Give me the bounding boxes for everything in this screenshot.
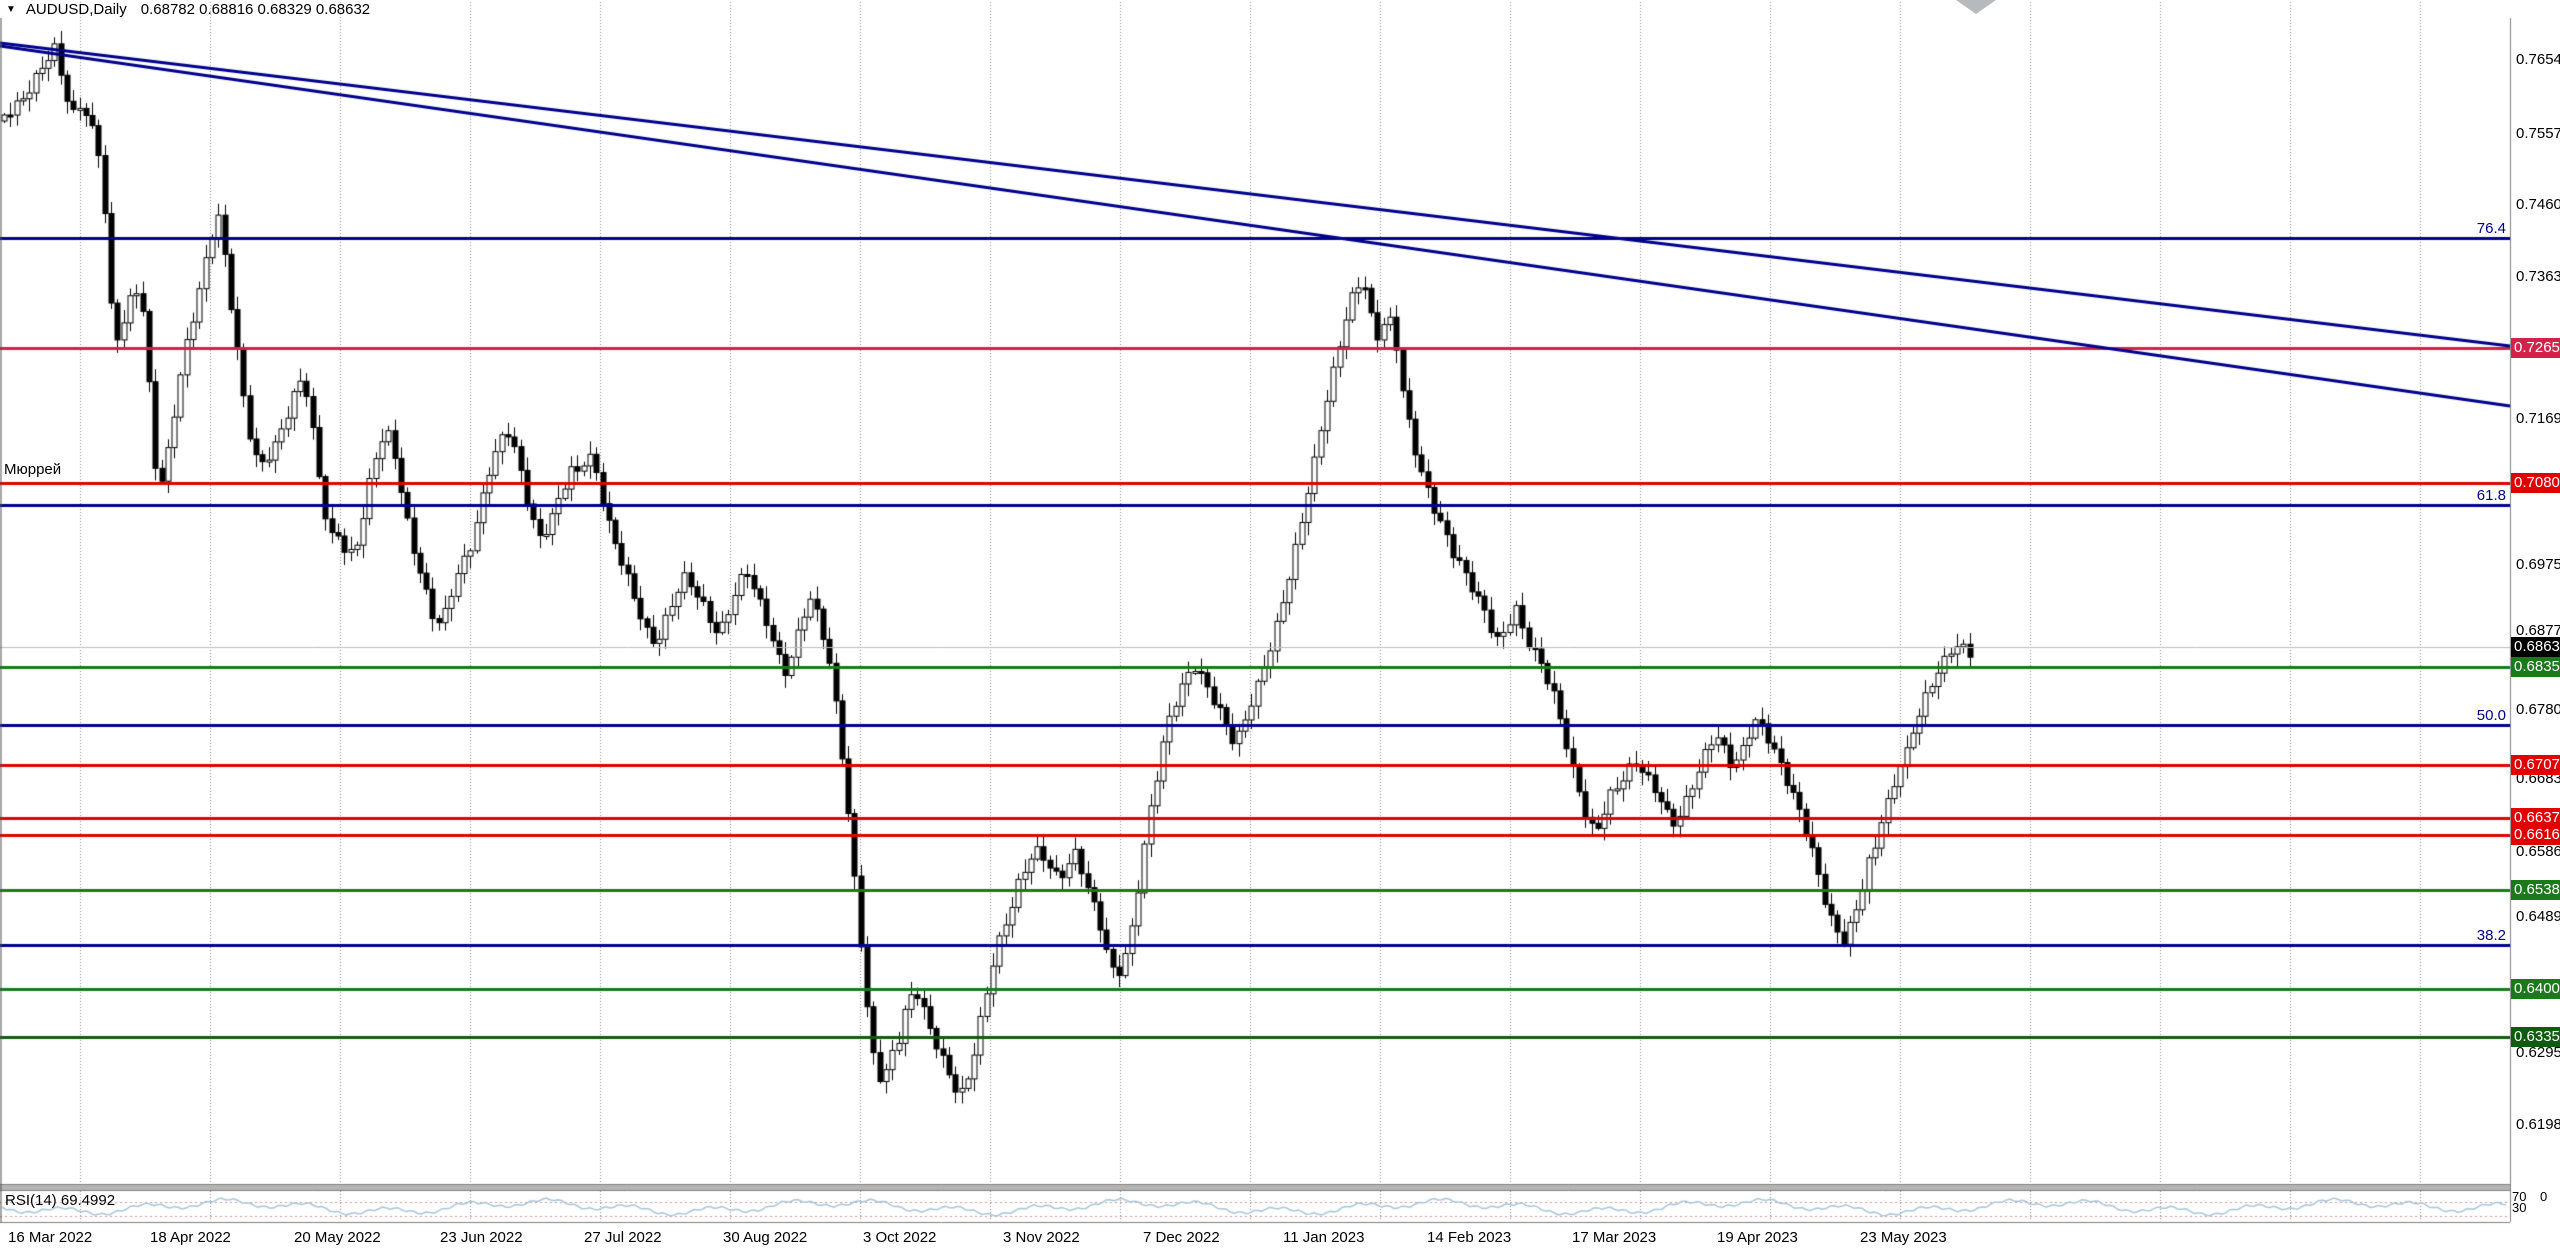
- scroll-to-end-marker-icon[interactable]: [1956, 0, 1996, 14]
- fibonacci-level-label: 76.4: [2476, 220, 2506, 237]
- time-axis-label: 23 May 2023: [1860, 1229, 1947, 1246]
- symbol-period-label: AUDUSD,Daily: [25, 1, 127, 18]
- murray-indicator-label: Мюррей: [4, 461, 62, 478]
- ohlc-values: 0.68782 0.68816 0.68329 0.68632: [140, 1, 371, 18]
- time-axis-label: 3 Nov 2022: [1003, 1229, 1080, 1246]
- price-level-badge: 0.72652: [2511, 338, 2560, 358]
- time-axis-label: 30 Aug 2022: [723, 1229, 808, 1246]
- time-axis-label: 20 May 2022: [294, 1229, 381, 1246]
- fibonacci-level-label: 38.2: [2476, 927, 2506, 944]
- time-axis-label: 11 Jan 2023: [1283, 1229, 1365, 1246]
- time-axis-label: 17 Mar 2023: [1572, 1229, 1657, 1246]
- price-level-badge: 0.68632: [2511, 637, 2560, 657]
- fibonacci-level-label: 61.8: [2476, 487, 2506, 504]
- price-level-badge: 0.67072: [2511, 755, 2560, 775]
- price-level-badge: 0.63350: [2511, 1027, 2560, 1047]
- price-axis-tick: 0.67805: [2516, 701, 2560, 718]
- rsi-scale-label: 70: [2512, 1189, 2527, 1204]
- rsi-scale-label: 0: [2540, 1189, 2548, 1204]
- time-axis-label: 3 Oct 2022: [863, 1229, 937, 1246]
- time-axis-label: 27 Jul 2022: [584, 1229, 662, 1246]
- price-axis-tick: 0.62955: [2516, 1044, 2560, 1061]
- time-axis-label: 16 Mar 2022: [8, 1229, 93, 1246]
- time-axis-label: 23 Jun 2022: [440, 1229, 523, 1246]
- chart-title-bar: ▼ AUDUSD,Daily 0.68782 0.68816 0.68329 0…: [6, 1, 370, 18]
- price-axis-tick: 0.64895: [2516, 908, 2560, 925]
- rsi-scale-label: 30: [2512, 1200, 2527, 1215]
- collapse-arrow-icon[interactable]: ▼: [6, 4, 16, 15]
- fibonacci-level-label: 50.0: [2476, 707, 2506, 724]
- time-axis-label: 19 Apr 2023: [1717, 1229, 1798, 1246]
- time-axis-label: 18 Apr 2022: [150, 1229, 231, 1246]
- price-axis-tick: 0.68775: [2516, 622, 2560, 639]
- price-axis-tick: 0.61985: [2516, 1116, 2560, 1133]
- price-axis-tick: 0.65865: [2516, 843, 2560, 860]
- time-axis-label: 7 Dec 2022: [1143, 1229, 1220, 1246]
- rsi-indicator-label: RSI(14) 69.4992: [5, 1192, 116, 1209]
- time-axis-label: 14 Feb 2023: [1427, 1229, 1512, 1246]
